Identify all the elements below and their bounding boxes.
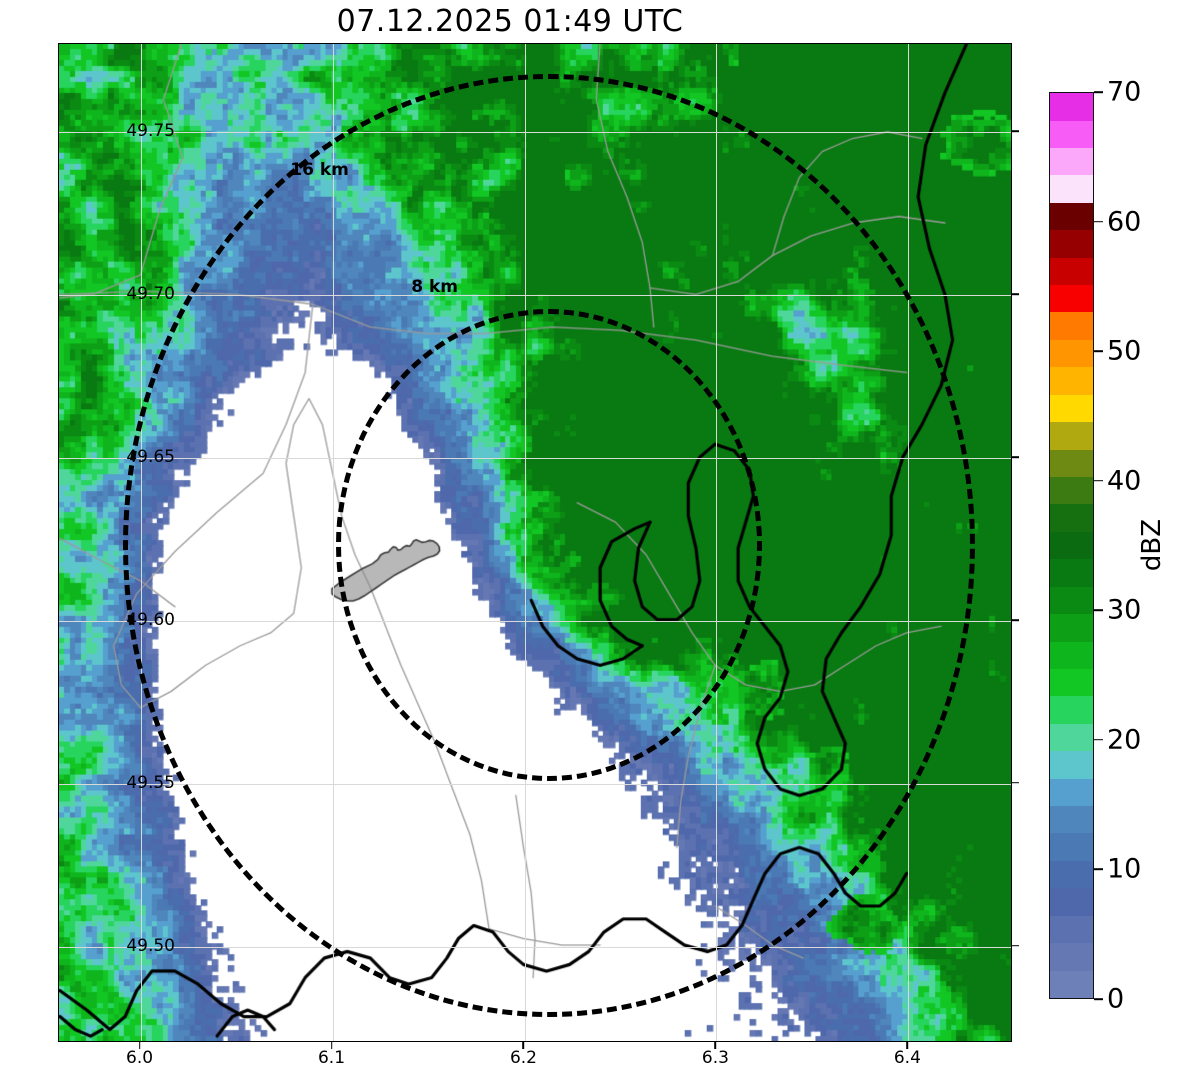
- x-axis-tick-mark: [330, 1042, 333, 1049]
- x-axis-tick-mark: [906, 1042, 909, 1049]
- y-axis-tick-mark: [1012, 619, 1019, 621]
- colorbar-segment: [1050, 668, 1093, 697]
- colorbar-segment: [1050, 449, 1093, 477]
- y-axis-tick-label: 49.55: [126, 772, 175, 793]
- colorbar-title: dBZ: [1137, 518, 1167, 572]
- colorbar-segment: [1050, 120, 1093, 148]
- y-axis-tick-label: 49.70: [126, 283, 175, 304]
- colorbar-segment: [1050, 93, 1093, 121]
- colorbar-segment: [1050, 751, 1093, 779]
- colorbar-segment: [1050, 147, 1093, 176]
- y-axis-tick-mark: [1012, 130, 1019, 132]
- colorbar-tick-mark: [1094, 868, 1103, 871]
- x-axis-tick-label: 6.3: [701, 1048, 729, 1068]
- y-axis-tick-mark: [1012, 456, 1019, 458]
- x-axis-tick-label: 6.4: [893, 1048, 921, 1068]
- colorbar-tick-mark: [1094, 739, 1103, 741]
- colorbar-segment: [1050, 641, 1093, 669]
- colorbar-tick-mark: [1094, 350, 1103, 352]
- colorbar-segment: [1050, 586, 1093, 615]
- x-axis-tick-label: 6.1: [317, 1048, 346, 1068]
- colorbar-segment: [1050, 943, 1093, 971]
- colorbar-tick-label: 60: [1107, 206, 1142, 238]
- colorbar-segment: [1050, 312, 1093, 340]
- colorbar-tick-mark: [1094, 220, 1103, 223]
- page-title: 07.12.2025 01:49 UTC: [336, 4, 684, 39]
- colorbar-segment: [1050, 723, 1093, 752]
- colorbar-segment: [1050, 394, 1093, 423]
- colorbar-segment: [1050, 696, 1093, 724]
- colorbar-tick-label: 20: [1107, 724, 1142, 756]
- colorbar-tick-mark: [1094, 609, 1103, 612]
- y-axis-tick-label: 49.60: [126, 609, 175, 630]
- y-axis-tick-label: 49.50: [126, 935, 175, 956]
- range-ring-label-16km: 16 km: [290, 159, 349, 180]
- colorbar-tick-mark: [1094, 479, 1103, 482]
- x-axis-tick-mark: [522, 1042, 525, 1049]
- y-axis-tick-mark: [1012, 945, 1019, 947]
- colorbar-segment: [1050, 614, 1093, 642]
- y-axis-tick-label: 49.65: [126, 446, 175, 467]
- colorbar-segment: [1050, 175, 1093, 203]
- colorbar-segment: [1050, 339, 1093, 368]
- colorbar-segment: [1050, 476, 1093, 505]
- colorbar-tick-mark: [1094, 91, 1103, 93]
- colorbar-segment: [1050, 531, 1093, 560]
- x-axis-tick-label: 6.2: [509, 1048, 537, 1068]
- colorbar-segment: [1050, 422, 1093, 450]
- colorbar-segment: [1050, 202, 1093, 231]
- colorbar: [1049, 92, 1094, 999]
- colorbar-segment: [1050, 504, 1093, 532]
- colorbar-segment: [1050, 833, 1093, 861]
- colorbar-segment: [1050, 888, 1093, 916]
- range-ring-16km: [123, 73, 975, 1017]
- colorbar-tick-label: 0: [1107, 983, 1125, 1015]
- colorbar-segment: [1050, 970, 1093, 998]
- colorbar-segment: [1050, 257, 1093, 286]
- colorbar-segment: [1050, 367, 1093, 395]
- colorbar-segment: [1050, 230, 1093, 258]
- colorbar-segment: [1050, 778, 1093, 807]
- x-axis-tick-mark: [714, 1042, 717, 1049]
- colorbar-tick-label: 50: [1107, 335, 1142, 367]
- x-axis-tick-mark: [138, 1042, 141, 1049]
- y-axis-tick-label: 49.75: [126, 121, 175, 141]
- y-axis-tick-mark: [1012, 782, 1019, 784]
- x-axis-tick-label: 6.0: [126, 1048, 154, 1068]
- colorbar-segment: [1050, 806, 1093, 834]
- colorbar-tick-label: 70: [1107, 76, 1142, 108]
- colorbar-segment: [1050, 559, 1093, 587]
- colorbar-segment: [1050, 285, 1093, 313]
- radar-plot-area: 8 km 16 km: [58, 43, 1012, 1042]
- colorbar-segment: [1050, 915, 1093, 944]
- colorbar-tick-label: 30: [1107, 594, 1142, 626]
- colorbar-segment: [1050, 860, 1093, 889]
- colorbar-tick-mark: [1094, 998, 1103, 1000]
- colorbar-tick-label: 40: [1107, 465, 1142, 497]
- colorbar-tick-label: 10: [1107, 853, 1142, 885]
- y-axis-tick-mark: [1012, 293, 1019, 295]
